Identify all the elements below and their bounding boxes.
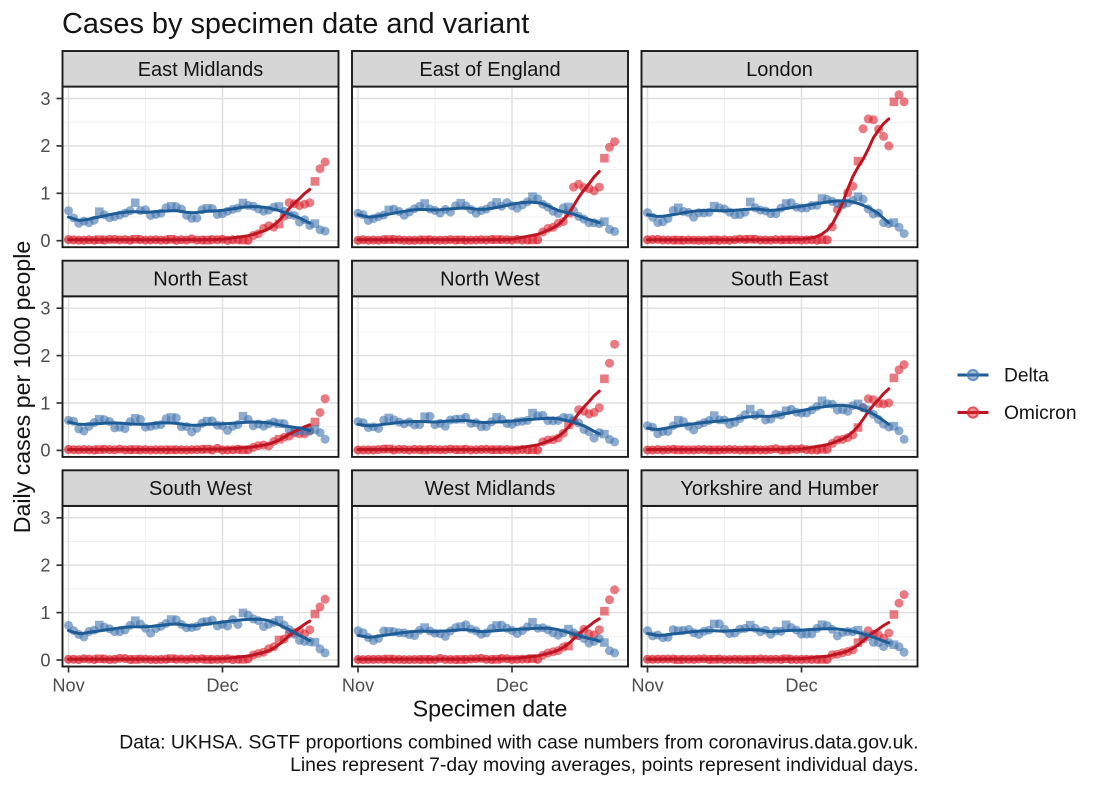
svg-text:South West: South West [149,478,252,500]
svg-text:Dec: Dec [206,676,238,696]
svg-text:Nov: Nov [342,676,375,696]
svg-text:West Midlands: West Midlands [425,478,556,500]
svg-text:3: 3 [40,508,50,528]
svg-text:0: 0 [40,231,50,251]
svg-text:Nov: Nov [631,676,664,696]
svg-text:2: 2 [40,346,50,366]
svg-text:Lines represent 7-day moving a: Lines represent 7-day moving averages, p… [290,754,918,776]
svg-text:2: 2 [40,556,50,576]
svg-text:North East: North East [153,269,248,291]
svg-text:East Midlands: East Midlands [138,59,264,81]
svg-text:1: 1 [40,393,50,413]
svg-text:Dec: Dec [496,676,528,696]
svg-text:Daily cases per 1000 people: Daily cases per 1000 people [9,241,35,534]
svg-text:1: 1 [40,184,50,204]
svg-text:Nov: Nov [52,676,85,696]
svg-text:Specimen date: Specimen date [413,696,568,722]
svg-text:2: 2 [40,136,50,156]
svg-text:Cases by specimen date and var: Cases by specimen date and variant [62,8,529,40]
svg-text:London: London [746,59,813,81]
svg-text:East of England: East of England [419,59,560,81]
svg-text:3: 3 [40,89,50,109]
svg-text:Dec: Dec [785,676,817,696]
svg-text:Delta: Delta [1004,366,1049,387]
svg-text:0: 0 [40,441,50,461]
svg-text:South East: South East [731,269,829,291]
svg-text:0: 0 [40,650,50,670]
svg-text:3: 3 [40,299,50,319]
svg-text:1: 1 [40,603,50,623]
svg-text:North West: North West [440,269,540,291]
svg-text:Omicron: Omicron [1004,403,1077,424]
svg-text:Data: UKHSA. SGTF proportions: Data: UKHSA. SGTF proportions combined w… [119,732,918,754]
svg-text:Yorkshire and Humber: Yorkshire and Humber [680,478,879,500]
